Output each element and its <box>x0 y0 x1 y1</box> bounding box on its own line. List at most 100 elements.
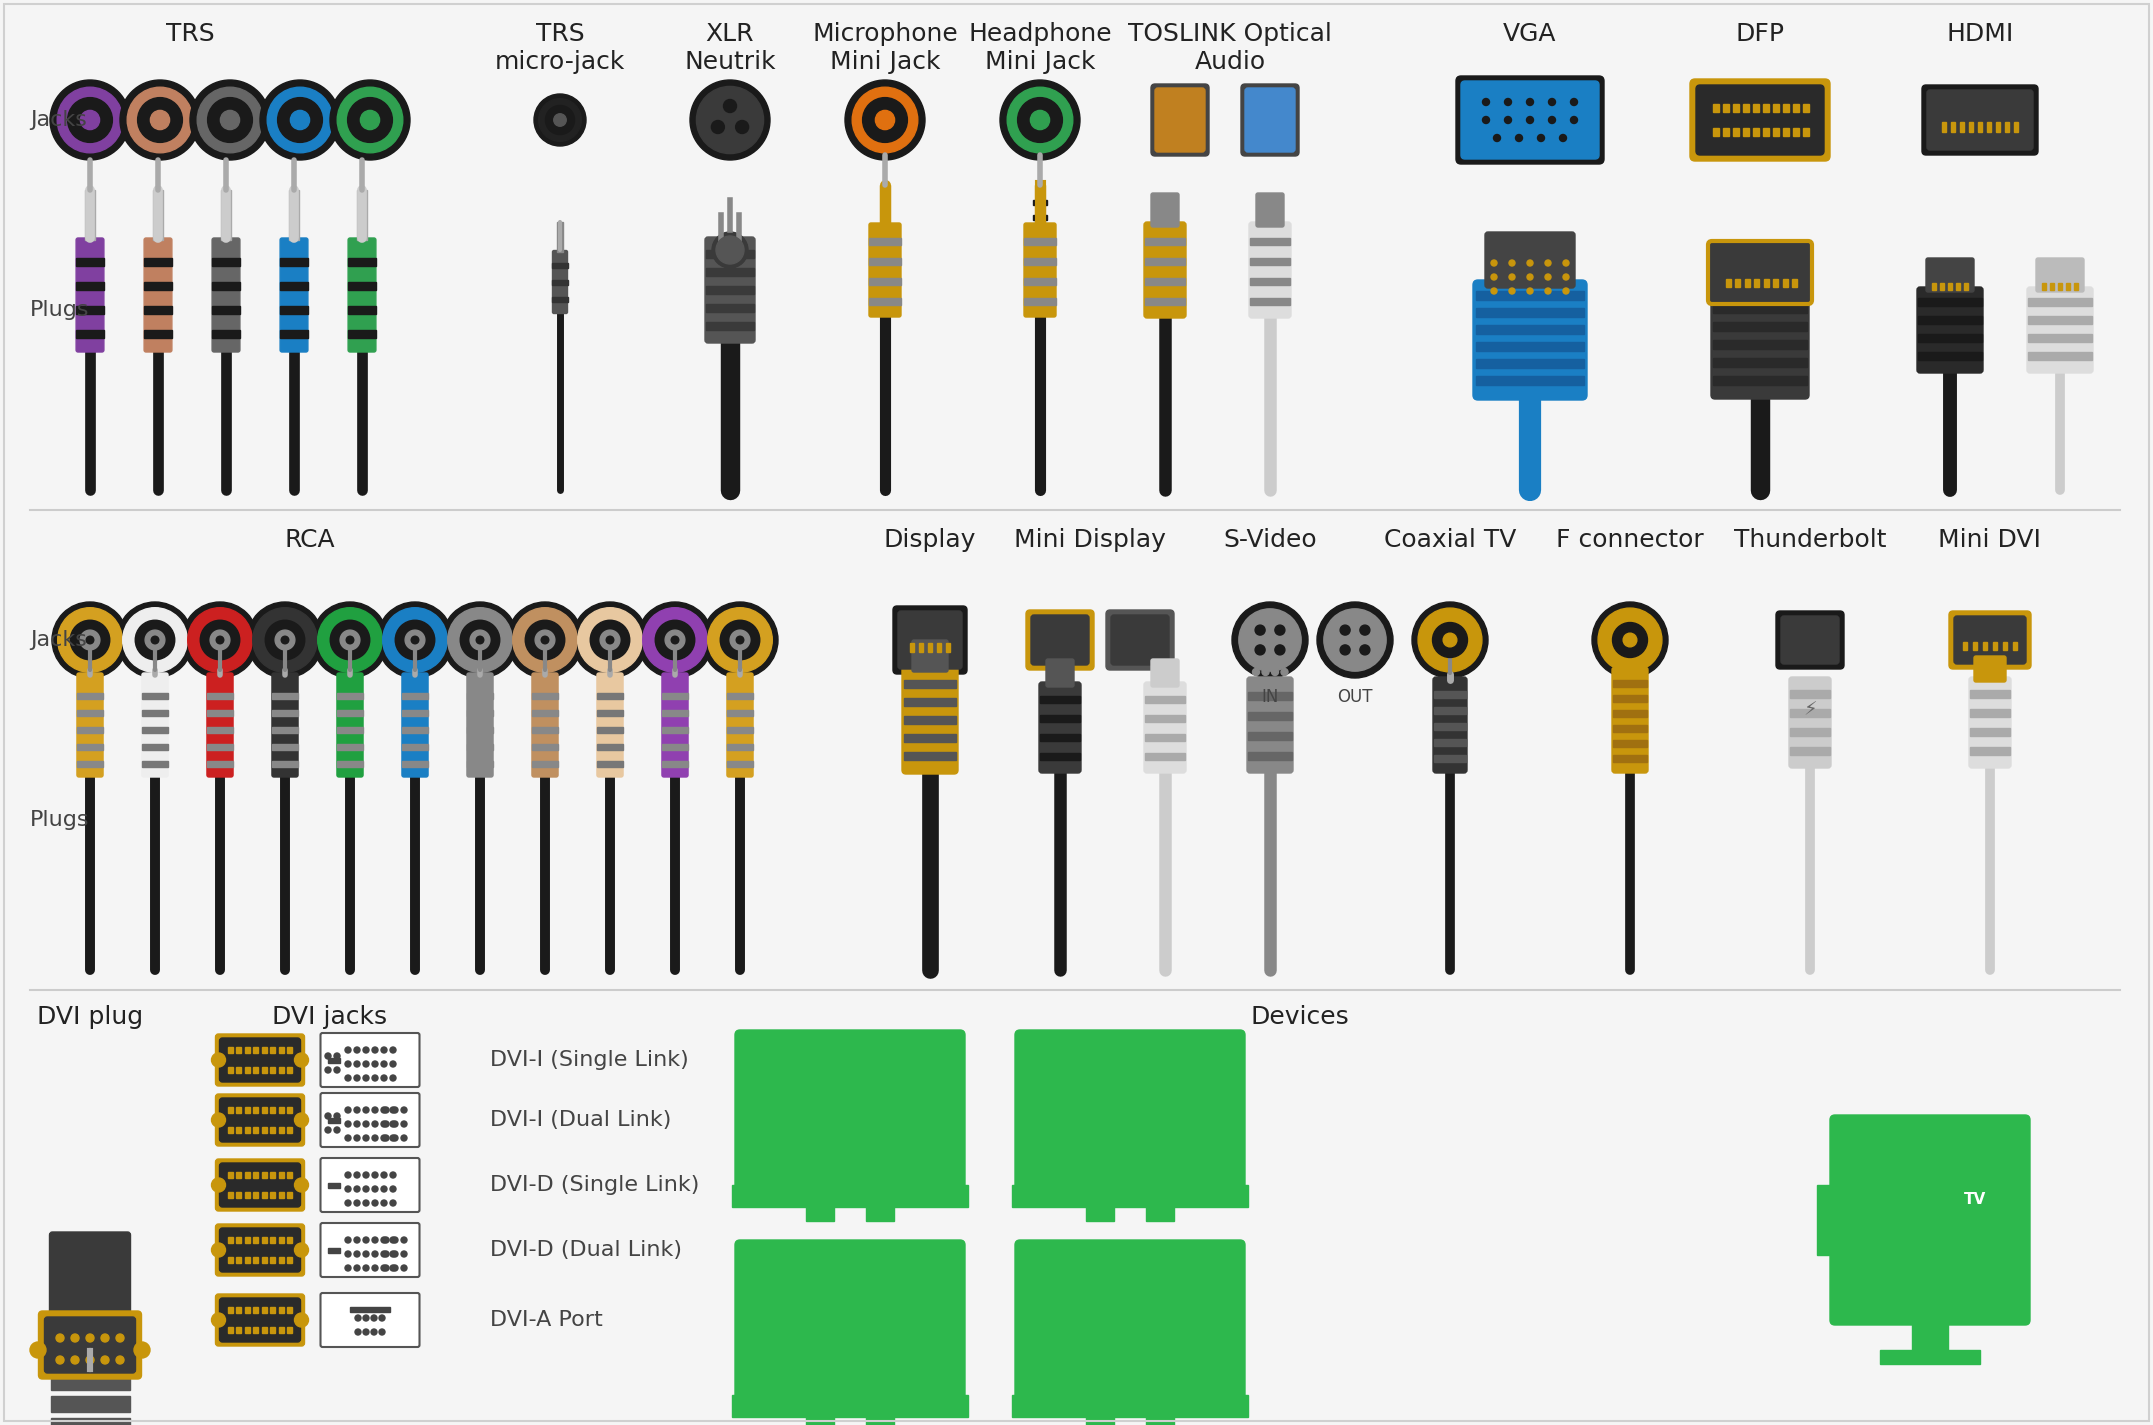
Circle shape <box>1253 668 1260 675</box>
Ellipse shape <box>151 110 170 130</box>
Ellipse shape <box>86 636 95 644</box>
Circle shape <box>344 1251 351 1257</box>
Circle shape <box>364 1107 368 1113</box>
Bar <box>269 1307 276 1312</box>
FancyBboxPatch shape <box>893 606 967 674</box>
Ellipse shape <box>665 630 685 650</box>
Bar <box>1477 359 1585 368</box>
Bar <box>1783 279 1787 286</box>
Bar <box>207 727 233 732</box>
Bar <box>1085 1207 1113 1221</box>
Bar <box>269 1107 276 1113</box>
Ellipse shape <box>672 636 678 644</box>
Text: OUT: OUT <box>1337 688 1374 705</box>
Circle shape <box>325 1113 332 1119</box>
Circle shape <box>383 1107 390 1113</box>
Ellipse shape <box>411 636 420 644</box>
Ellipse shape <box>1232 601 1309 678</box>
Text: TRS
micro-jack: TRS micro-jack <box>495 21 624 74</box>
Ellipse shape <box>1563 259 1570 266</box>
Bar <box>278 1191 284 1198</box>
FancyBboxPatch shape <box>45 1317 136 1374</box>
Bar <box>904 752 956 760</box>
Text: Plugs: Plugs <box>30 809 90 829</box>
Ellipse shape <box>713 232 747 268</box>
Bar <box>271 761 297 767</box>
Bar <box>403 693 428 700</box>
Ellipse shape <box>67 97 112 142</box>
Bar <box>75 258 103 266</box>
Bar <box>78 761 103 767</box>
Bar <box>338 727 364 732</box>
Bar <box>2067 284 2069 291</box>
Bar <box>1477 308 1585 316</box>
Ellipse shape <box>1546 288 1550 294</box>
Circle shape <box>372 1062 379 1067</box>
Text: Jacks: Jacks <box>30 630 86 650</box>
Bar <box>551 264 568 268</box>
Ellipse shape <box>312 601 388 678</box>
Ellipse shape <box>1505 98 1511 105</box>
Ellipse shape <box>999 80 1081 160</box>
Text: Display: Display <box>885 529 975 551</box>
Bar <box>532 761 558 767</box>
Bar <box>245 1191 250 1198</box>
Ellipse shape <box>536 630 555 650</box>
Bar <box>245 1257 250 1263</box>
Ellipse shape <box>211 630 230 650</box>
Circle shape <box>353 1251 360 1257</box>
Bar <box>2041 284 2045 291</box>
Bar <box>237 1067 241 1073</box>
Text: F connector: F connector <box>1557 529 1703 551</box>
FancyBboxPatch shape <box>553 251 568 314</box>
Circle shape <box>295 1113 308 1127</box>
Bar <box>919 643 924 653</box>
Bar <box>1979 123 1983 133</box>
Circle shape <box>379 1330 385 1335</box>
Ellipse shape <box>853 87 917 152</box>
Bar <box>1145 1207 1173 1221</box>
Text: DVI jacks: DVI jacks <box>273 1005 388 1029</box>
Ellipse shape <box>506 601 583 678</box>
Bar <box>1970 728 2011 735</box>
Bar <box>1970 123 1972 133</box>
Ellipse shape <box>1255 626 1266 636</box>
FancyBboxPatch shape <box>1014 1030 1244 1190</box>
Ellipse shape <box>183 601 258 678</box>
Bar <box>142 710 168 715</box>
Bar <box>269 1127 276 1133</box>
Circle shape <box>390 1265 396 1271</box>
Bar <box>728 744 754 750</box>
Circle shape <box>392 1134 398 1141</box>
Bar <box>228 1307 233 1312</box>
Ellipse shape <box>1492 259 1496 266</box>
Bar <box>596 744 622 750</box>
Bar <box>1918 298 1983 306</box>
Bar <box>1085 1416 1113 1425</box>
Bar <box>1040 752 1081 760</box>
Bar <box>1613 755 1647 762</box>
FancyBboxPatch shape <box>75 238 103 352</box>
Bar <box>254 1171 258 1178</box>
Bar <box>222 190 230 239</box>
Bar <box>1036 185 1044 225</box>
Ellipse shape <box>512 607 577 673</box>
Bar <box>1145 1416 1173 1425</box>
Bar <box>1987 123 1992 133</box>
Ellipse shape <box>717 237 745 264</box>
Bar <box>269 1067 276 1073</box>
Bar <box>1996 123 2000 133</box>
FancyBboxPatch shape <box>467 673 493 777</box>
Circle shape <box>383 1251 390 1257</box>
Circle shape <box>116 1357 125 1364</box>
Bar <box>1033 200 1046 205</box>
Bar <box>153 190 164 239</box>
Bar <box>866 1416 893 1425</box>
Circle shape <box>364 1121 368 1127</box>
Ellipse shape <box>1339 646 1350 656</box>
Bar <box>245 1047 250 1053</box>
Bar <box>2050 284 2054 291</box>
Circle shape <box>344 1121 351 1127</box>
Text: S-Video: S-Video <box>1223 529 1318 551</box>
Bar <box>327 1119 340 1123</box>
